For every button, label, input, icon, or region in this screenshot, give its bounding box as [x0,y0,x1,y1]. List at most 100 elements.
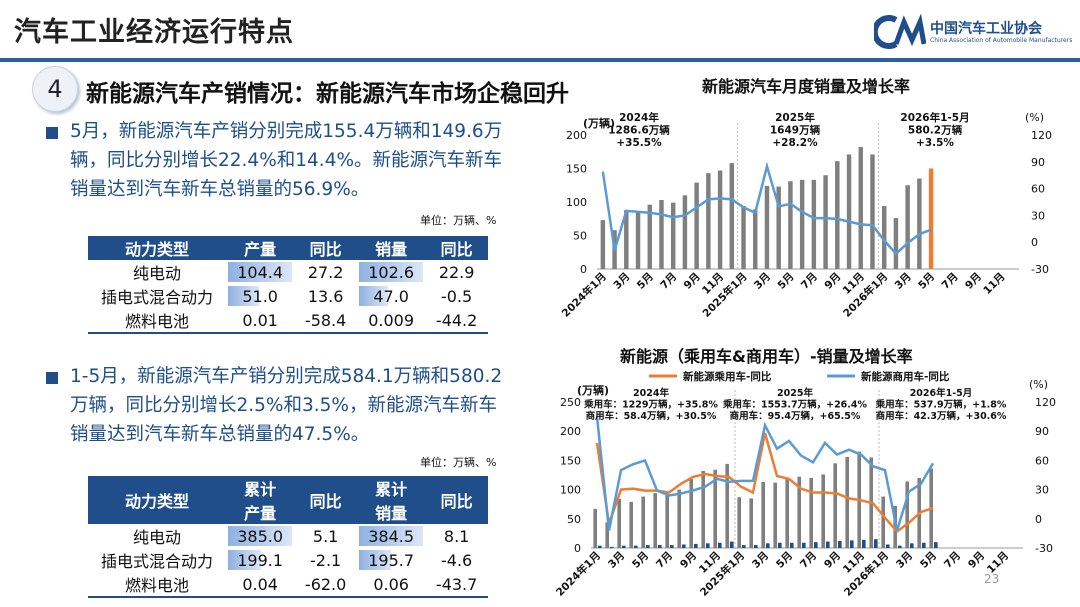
commercial-sales-bar [898,545,902,548]
passenger-sales-bar [605,522,609,548]
commercial-sales-bar [634,545,638,548]
section-number-badge: 4 [32,66,78,112]
y2-tick-label: 120 [1031,129,1052,142]
annotation-2024: 乘用车：1229万辆，+35.8% [583,399,718,411]
commercial-sales-bar [622,545,626,548]
x-tick-label: 3月 [893,271,914,292]
section-heading: 新能源汽车产销情况：新能源汽车市场企稳回升 [86,81,569,107]
passenger-sales-bar [821,474,825,548]
passenger-sales-bar [905,481,909,548]
x-tick-label: 5月 [635,271,656,292]
table-cell: 8.1 [443,526,470,546]
x-tick-label: 7月 [658,271,679,292]
paragraph-line: 辆，同比分别增长22.4%和14.4%。新能源汽车新车 [70,150,503,171]
table-header: 同比 [425,476,488,524]
sales-bar [635,211,641,269]
table-row: 燃料电池 0.01 -58.4 0.009 -44.2 [88,308,488,334]
y2-tick-label: 60 [1035,454,1049,467]
y2-tick-label: 30 [1035,484,1049,497]
table-header: 同比 [294,476,357,524]
sales-bar [729,163,735,269]
table-cell: 插电式混合动力 [100,552,213,571]
bullet-square-icon [46,127,58,139]
table-cell-bar: 199.1 [226,548,294,572]
commercial-sales-bar [610,546,614,548]
passenger-sales-bar [761,482,765,548]
x-tick-label: 7月 [940,271,961,292]
x-tick-label: 3月 [611,271,632,292]
table-cell: 0.009 [356,308,426,334]
x-tick-label: 7月 [799,271,820,292]
table-cell: 纯电动 [132,264,181,283]
table-cell: 0.04 [226,572,295,598]
monthly-powertrain-table: 动力类型 产量 同比 销量 同比 纯电动 104.4 27.2 102.6 22… [88,236,488,334]
table-cell: 27.2 [307,262,344,282]
commercial-sales-bar [754,545,758,548]
table-cell: -43.7 [425,572,488,598]
commercial-sales-bar [646,545,650,548]
sales-bar [823,175,828,269]
commercial-sales-bar [658,545,662,548]
growth-rate-line [601,161,932,256]
sales-bar [799,179,805,269]
page-header: 汽车工业经济运行特点 中国汽车工业协会 China Association of… [0,0,1080,62]
logo-name-en: China Association of Automobile Manufact… [930,37,1073,44]
passenger-sales-bar [665,494,669,548]
sales-bar [659,199,664,269]
y2-tick-label: 30 [1031,209,1045,222]
table-cell: -0.5 [441,286,473,306]
x-tick-label: 5月 [918,550,939,571]
passenger-sales-bar [629,501,633,548]
sales-bar [753,209,758,269]
x-tick-label: 3月 [750,550,771,571]
x-tick-label: 5月 [774,550,795,571]
sales-bar [846,154,852,269]
table-row: 燃料电池 0.04 -62.0 0.06 -43.7 [88,572,488,598]
x-tick-label: 5月 [916,271,937,292]
annotation-2024: 2024年 [619,111,659,124]
table-header: 累计 产量 [226,476,295,524]
y2-tick-label: 90 [1031,156,1045,169]
association-logo: 中国汽车工业协会 China Association of Automobile… [871,13,1074,50]
table-cell: 13.6 [307,286,344,306]
passenger-growth-line [595,432,934,534]
table2-unit: 单位：万辆、% [420,456,497,469]
commercial-sales-bar [742,545,746,548]
commercial-sales-bar [814,542,818,548]
commercial-sales-bar [826,541,830,548]
header-rule [0,58,1080,62]
table-cell: 燃料电池 [88,308,226,334]
y2-tick-label: -30 [1035,542,1053,555]
x-tick-label: 5月 [630,550,651,571]
passenger-sales-bar [677,489,681,548]
paragraph-line: 万辆，同比分别增长2.5%和3.5%，新能源汽车新车 [70,395,498,416]
passenger-sales-bar [749,498,753,548]
y-tick-label: 200 [566,129,587,142]
passenger-sales-bar [689,479,693,548]
annotation-2024: 1286.6万辆 [608,124,670,137]
sales-bar [764,185,770,269]
passenger-sales-bar [809,477,813,548]
table-header: 动力类型 [88,476,226,524]
passenger-sales-bar [593,508,597,548]
sales-bar [788,181,793,269]
paragraph-line: 5月，新能源汽车产销分别完成155.4万辆和149.6万 [70,121,503,142]
commercial-sales-bar [718,542,722,548]
table-cell-bar: 384.5 [357,524,425,548]
commercial-sales-bar [850,540,854,548]
table-cell-bar: 104.4 [226,260,294,284]
table-cell-bar: 47.0 [357,284,425,308]
summary-paragraph-may: 5月，新能源汽车产销分别完成155.4万辆和149.6万 辆，同比分别增长22.… [70,117,550,204]
annotation-2026: 2026年1-5月 [910,387,973,399]
summary-paragraph-ytd: 1-5月，新能源汽车产销分别完成584.1万辆和580.2 万辆，同比分别增长2… [70,362,550,449]
chart2-title: 新能源（乘用车&商用车）-销量及增长率 [620,347,913,366]
commercial-sales-bar [934,542,938,548]
passenger-sales-bar [713,469,717,548]
x-tick-label: 7月 [654,550,675,571]
ytd-powertrain-table: 动力类型 累计 产量 同比 累计 销量 同比 纯电动 385.0 5.1 384.5… [88,476,488,598]
annotation-2025: 乘用车：1553.7万辆，+26.4% [722,399,868,411]
y-tick-label: 0 [580,263,587,276]
commercial-sales-bar [790,542,794,548]
annotation-2025: 商用车：95.4万辆，+65.5% [730,410,861,422]
x-tick-label: 2024年1月 [553,549,603,599]
